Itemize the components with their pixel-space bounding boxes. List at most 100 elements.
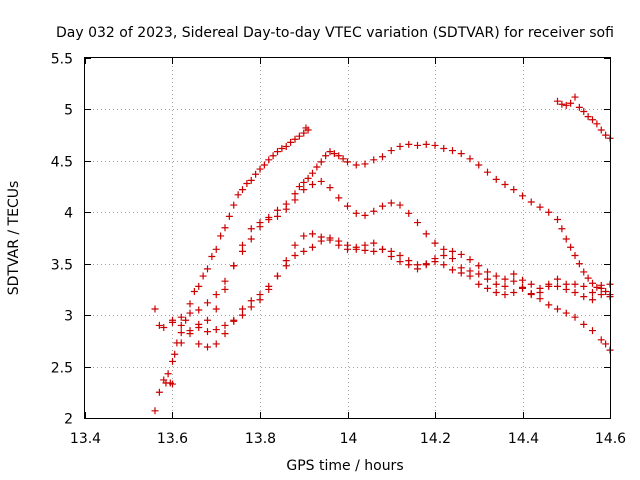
- data-point: [370, 239, 378, 247]
- data-point: [169, 380, 176, 388]
- data-point: [186, 330, 194, 338]
- data-point: [287, 138, 295, 146]
- data-point: [545, 282, 553, 290]
- data-point: [589, 289, 596, 297]
- data-point: [492, 280, 500, 288]
- data-point: [300, 129, 308, 137]
- data-point: [339, 155, 347, 163]
- data-point: [554, 97, 561, 105]
- data-point: [335, 241, 343, 249]
- data-point: [431, 258, 439, 266]
- data-point: [558, 100, 566, 108]
- x-axis-label: GPS time / hours: [286, 458, 403, 474]
- data-point: [440, 251, 448, 259]
- data-point: [317, 177, 325, 185]
- data-point: [247, 176, 255, 184]
- data-point: [221, 321, 229, 329]
- data-point: [247, 235, 255, 243]
- data-point: [457, 250, 465, 258]
- data-point: [282, 142, 290, 150]
- data-point: [212, 245, 220, 253]
- data-point: [204, 316, 211, 324]
- data-point: [169, 318, 176, 326]
- data-point: [291, 190, 299, 198]
- data-point: [558, 225, 566, 233]
- data-point: [602, 340, 610, 348]
- data-point: [554, 282, 561, 290]
- x-tick-label: 14: [340, 431, 358, 447]
- data-point: [300, 186, 308, 194]
- data-point: [195, 323, 203, 331]
- data-point: [230, 317, 238, 325]
- data-point: [300, 178, 308, 186]
- data-point: [571, 289, 579, 297]
- data-point: [278, 145, 286, 153]
- data-point: [554, 275, 561, 283]
- data-point: [492, 175, 500, 183]
- data-point: [274, 272, 281, 280]
- data-point: [239, 311, 246, 319]
- data-point: [212, 305, 220, 313]
- data-points: [151, 93, 614, 415]
- data-point: [269, 152, 277, 160]
- data-point: [256, 296, 264, 304]
- data-point: [247, 297, 255, 305]
- data-point: [492, 289, 500, 297]
- data-point: [527, 198, 535, 206]
- series-track-D: [151, 234, 614, 351]
- data-point: [204, 343, 211, 351]
- data-point: [239, 186, 246, 194]
- data-point: [221, 224, 229, 232]
- data-point: [580, 293, 588, 301]
- data-point: [562, 280, 570, 288]
- data-point: [195, 306, 203, 314]
- data-point: [422, 140, 430, 148]
- data-point: [422, 230, 430, 238]
- data-point: [274, 212, 281, 220]
- data-point: [326, 148, 334, 156]
- data-point: [466, 256, 474, 264]
- data-point: [519, 192, 526, 200]
- data-point: [291, 251, 299, 259]
- data-point: [602, 131, 610, 139]
- data-point: [519, 284, 526, 292]
- data-point: [313, 163, 321, 171]
- data-point: [457, 269, 465, 277]
- data-point: [335, 194, 343, 202]
- data-point: [571, 313, 579, 321]
- data-point: [440, 145, 448, 153]
- data-point: [309, 230, 316, 238]
- y-tick-label: 2.5: [51, 361, 73, 377]
- data-point: [295, 183, 303, 191]
- data-point: [352, 161, 360, 169]
- data-point: [602, 287, 610, 295]
- grid: [85, 58, 610, 418]
- data-point: [361, 160, 369, 168]
- data-point: [212, 340, 220, 348]
- data-point: [597, 126, 605, 134]
- data-point: [352, 209, 360, 217]
- data-point: [387, 147, 395, 155]
- x-tick-label: 13.8: [245, 431, 276, 447]
- data-point: [221, 330, 229, 338]
- data-point: [265, 285, 273, 293]
- data-point: [510, 277, 518, 285]
- data-point: [260, 161, 268, 169]
- data-point: [171, 350, 179, 358]
- data-point: [352, 245, 360, 253]
- data-point: [182, 316, 190, 324]
- data-point: [510, 289, 518, 297]
- data-point: [186, 309, 194, 317]
- data-point: [370, 156, 378, 164]
- data-point: [361, 211, 369, 219]
- data-point: [571, 251, 579, 259]
- data-point: [326, 236, 334, 244]
- data-point: [190, 287, 198, 295]
- data-point: [199, 272, 207, 280]
- data-point: [562, 101, 570, 109]
- data-point: [589, 279, 596, 287]
- data-point: [562, 309, 570, 317]
- y-axis-label: SDTVAR / TECUs: [6, 181, 22, 296]
- data-point: [230, 262, 238, 270]
